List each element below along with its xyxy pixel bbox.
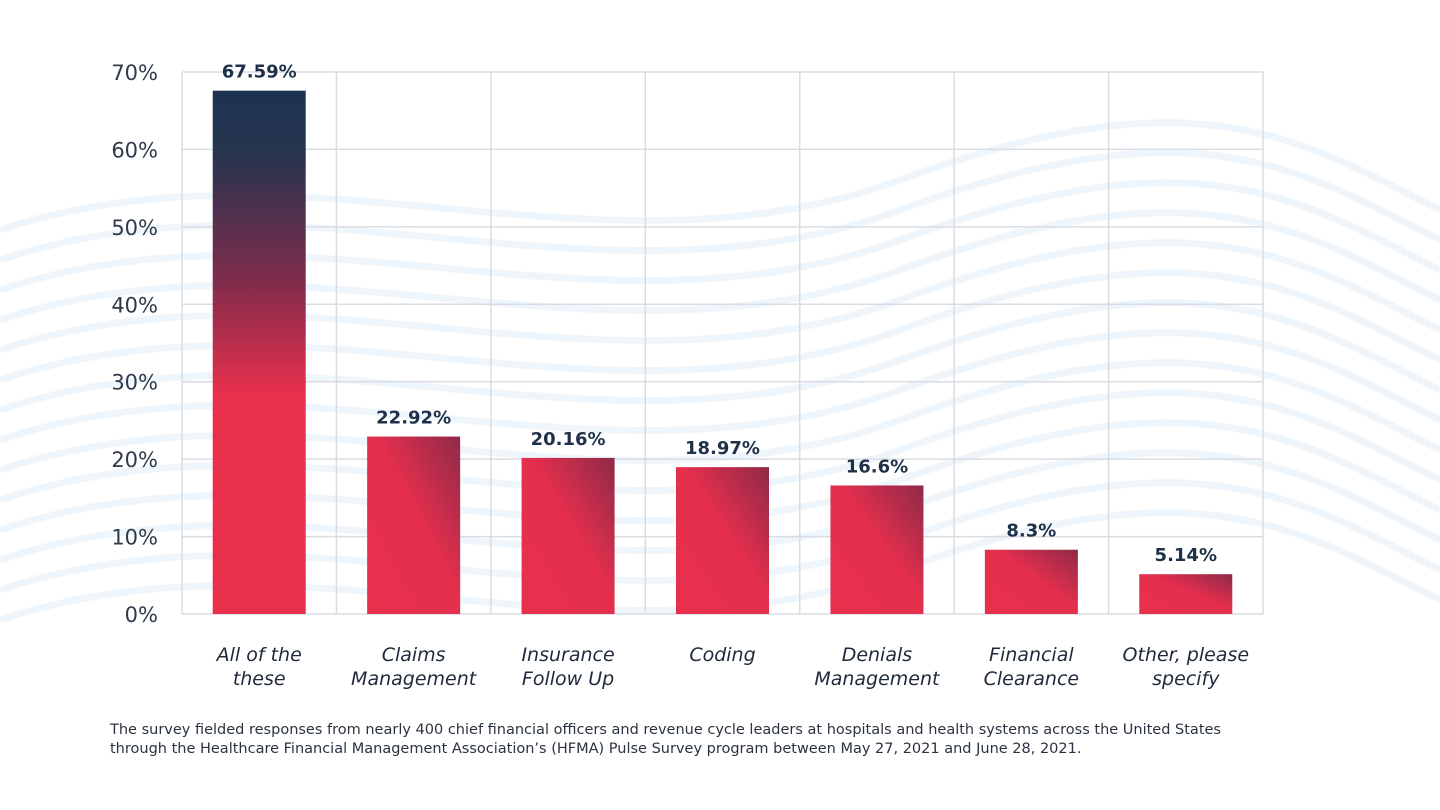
x-tick-label-line: Management bbox=[351, 668, 478, 690]
data-label: 8.3% bbox=[1006, 521, 1056, 542]
x-tick-label: Other, please specify bbox=[1123, 644, 1250, 690]
bar bbox=[367, 436, 461, 614]
x-tick-label-line: Management bbox=[814, 668, 941, 690]
x-tick-label: Financial Clearance bbox=[984, 644, 1080, 690]
footnote-line-1: The survey fielded responses from nearly… bbox=[110, 722, 1221, 738]
x-tick-label-line: Denials bbox=[842, 644, 913, 666]
bar bbox=[1139, 574, 1233, 614]
bar bbox=[984, 549, 1078, 614]
y-tick-label: 0% bbox=[125, 603, 158, 627]
bar bbox=[212, 90, 306, 615]
data-label: 67.59% bbox=[222, 62, 297, 83]
data-label: 20.16% bbox=[531, 429, 606, 450]
data-label: 5.14% bbox=[1155, 545, 1217, 566]
y-tick-label: 10% bbox=[111, 526, 158, 550]
x-tick-label: Denials Management bbox=[814, 644, 941, 690]
x-tick-label-line: specify bbox=[1152, 668, 1220, 690]
y-tick-label: 50% bbox=[111, 216, 158, 240]
x-tick-label-line: these bbox=[233, 668, 286, 690]
grid-lines bbox=[181, 71, 1264, 615]
bar bbox=[521, 457, 615, 614]
x-tick-label-line: Clearance bbox=[984, 668, 1080, 690]
y-tick-label: 20% bbox=[111, 448, 158, 472]
y-tick-label: 30% bbox=[111, 371, 158, 395]
data-label: 18.97% bbox=[685, 438, 760, 459]
footnote-line-2: through the Healthcare Financial Managem… bbox=[110, 741, 1082, 757]
bars bbox=[212, 90, 1233, 615]
bar-chart: 0% 10% 20% 30% 40% 50% 60% 70% 67.59% 22.92% 20.1… bbox=[0, 61, 1440, 690]
y-tick-label: 40% bbox=[111, 293, 158, 317]
x-tick-label-line: Follow Up bbox=[522, 668, 614, 690]
survey-footnote: The survey fielded responses from nearly… bbox=[110, 721, 1340, 759]
x-tick-label: Claims Management bbox=[351, 644, 478, 690]
x-tick-label-line: Financial bbox=[989, 644, 1074, 666]
x-tick-label-line: Claims bbox=[382, 644, 446, 666]
x-tick-label: Coding bbox=[689, 644, 755, 666]
x-tick-label-line: Other, please bbox=[1123, 644, 1250, 666]
x-tick-label-line: Insurance bbox=[521, 644, 614, 666]
data-label: 22.92% bbox=[376, 408, 451, 429]
y-tick-label: 60% bbox=[111, 138, 158, 162]
bar bbox=[830, 485, 924, 614]
data-label: 16.6% bbox=[846, 456, 908, 477]
y-tick-label: 70% bbox=[111, 61, 158, 85]
x-tick-label: Insurance Follow Up bbox=[521, 644, 614, 690]
x-tick-label-line: All of the bbox=[215, 644, 302, 666]
y-axis: 0% 10% 20% 30% 40% 50% 60% 70% bbox=[111, 61, 158, 627]
x-tick-label: All of the these bbox=[215, 644, 302, 690]
bar bbox=[676, 467, 769, 614]
value-labels: 67.59% 22.92% 20.16% 18.97% 16.6% 8.3% 5.14% bbox=[222, 62, 1217, 567]
x-tick-label-line: Coding bbox=[689, 644, 755, 666]
